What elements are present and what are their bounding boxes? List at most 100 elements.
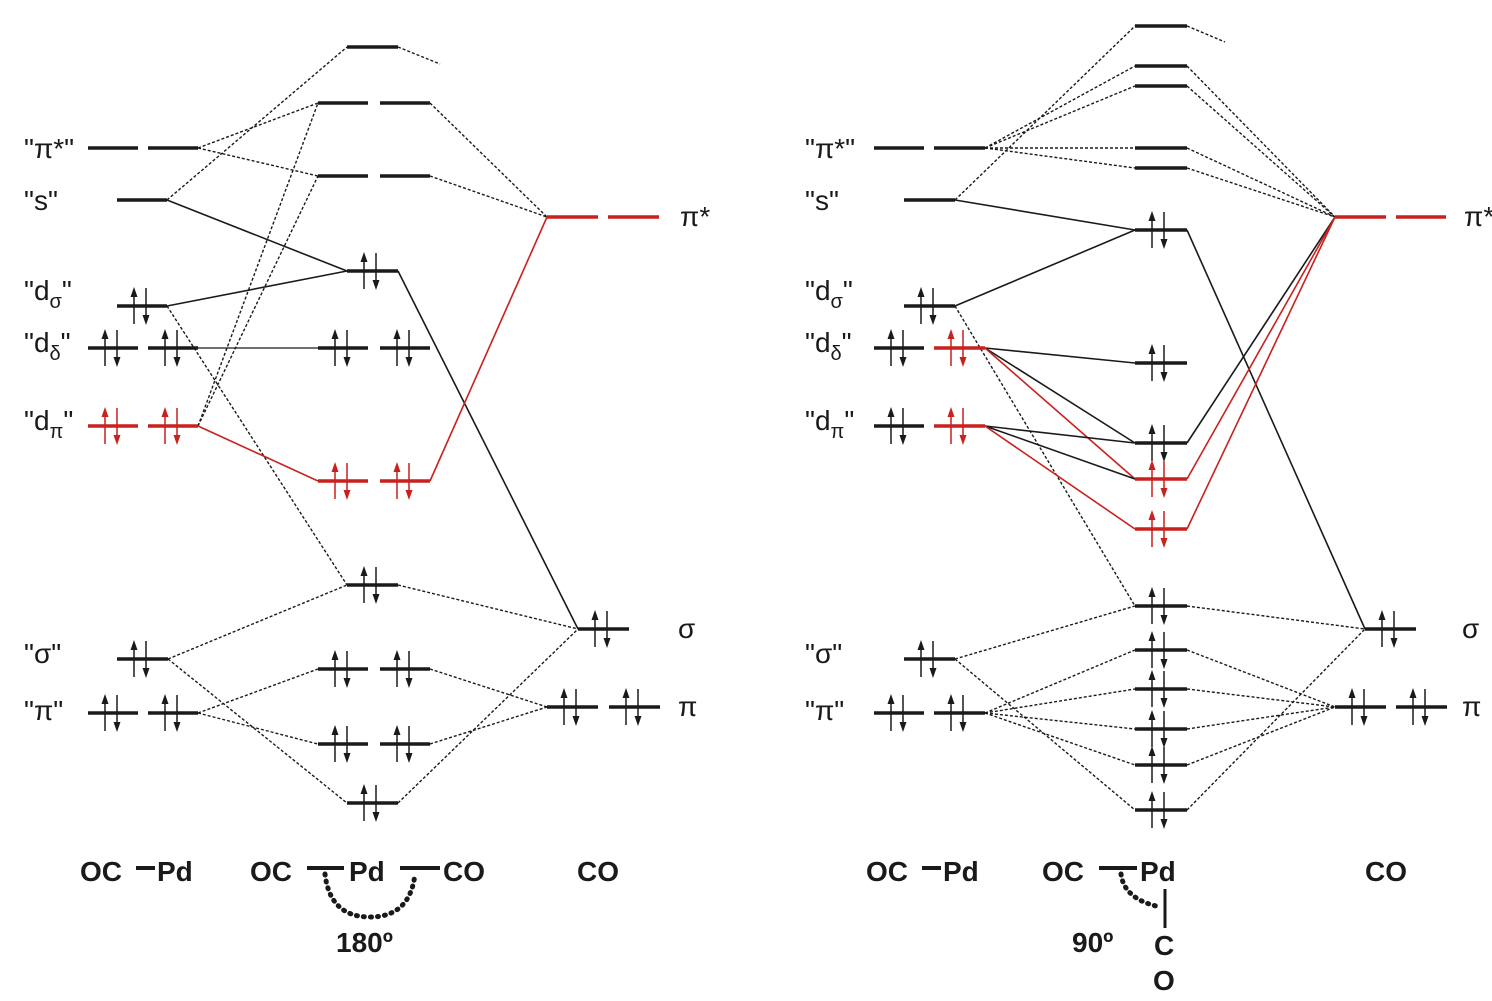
label-pi: "π" <box>805 695 844 726</box>
spin-down-arrowhead-icon <box>405 490 413 500</box>
dotted-correlation-line <box>197 712 319 745</box>
spin-down-arrowhead-icon <box>1160 372 1168 382</box>
orbital-level <box>318 462 368 500</box>
orbital-level <box>88 694 138 732</box>
complex-bottom-o: O <box>1153 965 1175 996</box>
spin-up-arrowhead-icon <box>331 650 339 660</box>
pi-backbonding-line <box>984 347 1136 480</box>
spin-up-arrowhead-icon <box>1148 424 1156 434</box>
correlation-line <box>984 347 1136 444</box>
dotted-correlation-line <box>166 46 348 201</box>
spin-down-arrowhead-icon <box>343 753 351 763</box>
spin-up-arrowhead-icon <box>101 694 109 704</box>
correlation-line <box>397 270 579 630</box>
spin-down-arrowhead-icon <box>1160 452 1168 462</box>
energy-levels <box>88 24 1447 829</box>
spin-down-arrowhead-icon <box>1160 488 1168 498</box>
orbital-level <box>1365 610 1416 648</box>
label-d-pi: "dπ" <box>24 405 73 443</box>
dotted-correlation-line <box>954 305 1136 607</box>
correlation-line <box>1186 216 1336 444</box>
spin-up-arrowhead-icon <box>130 287 138 297</box>
orbital-level <box>578 610 629 648</box>
label-sigma: "σ" <box>24 638 61 669</box>
orbital-level <box>318 725 368 763</box>
spin-down-arrowhead-icon <box>959 435 967 445</box>
right-fragment-labels: "π*" "s" "dσ" "dδ" "dπ" "σ" "π" π* σ π <box>805 133 1492 726</box>
orbital-level <box>904 287 955 325</box>
label-d-pi: "dπ" <box>805 405 854 443</box>
spin-up-arrowhead-icon <box>393 725 401 735</box>
dotted-correlation-line <box>984 147 1136 169</box>
spin-up-arrowhead-icon <box>360 252 368 262</box>
orbital-level <box>1135 344 1187 382</box>
complex-oc-left: OC <box>1042 856 1084 887</box>
ligand-co: CO <box>577 856 619 887</box>
spin-up-arrowhead-icon <box>917 640 925 650</box>
pi-backbonding-line <box>197 425 319 482</box>
dotted-correlation-line <box>984 649 1136 714</box>
spin-up-arrowhead-icon <box>1409 688 1417 698</box>
label-pi-star: "π*" <box>805 133 855 164</box>
spin-down-arrowhead-icon <box>929 315 937 325</box>
dotted-correlation-line <box>197 668 319 714</box>
dotted-correlation-line <box>429 668 548 708</box>
spin-up-arrowhead-icon <box>1148 746 1156 756</box>
spin-down-arrowhead-icon <box>1160 659 1168 669</box>
spin-down-arrowhead-icon <box>372 594 380 604</box>
spin-up-arrowhead-icon <box>161 329 169 339</box>
label-pi: "π" <box>24 695 63 726</box>
orbital-level <box>380 650 430 688</box>
orbital-level <box>318 329 368 367</box>
spin-down-arrowhead-icon <box>959 357 967 367</box>
co-label-sigma: σ <box>678 613 695 644</box>
orbital-level <box>347 252 398 290</box>
label-s: "s" <box>805 185 839 216</box>
spin-down-arrowhead-icon <box>405 357 413 367</box>
spin-up-arrowhead-icon <box>360 784 368 794</box>
label-d-delta: "dδ" <box>805 327 852 365</box>
angle-label: 90º <box>1072 927 1113 958</box>
left-fragment-labels: "π*" "s" "dσ" "dδ" "dπ" "σ" "π" π* σ π <box>24 133 710 726</box>
complex-oc-left: OC <box>250 856 292 887</box>
spin-down-arrowhead-icon <box>372 280 380 290</box>
spin-down-arrowhead-icon <box>113 722 121 732</box>
dotted-correlation-line <box>1186 706 1336 766</box>
correlation-line <box>984 347 1136 364</box>
orbital-level <box>1135 211 1187 249</box>
orbital-level <box>380 329 430 367</box>
spin-down-arrowhead-icon <box>899 357 907 367</box>
correlation-line <box>1186 229 1366 630</box>
spin-up-arrowhead-icon <box>101 329 109 339</box>
orbital-level <box>934 329 985 367</box>
orbital-level <box>347 784 398 822</box>
spin-up-arrowhead-icon <box>161 407 169 417</box>
dotted-correlation-line <box>1186 605 1366 630</box>
dotted-correlation-line <box>1186 688 1336 708</box>
orbital-level <box>1135 587 1187 625</box>
spin-up-arrowhead-icon <box>622 688 630 698</box>
spin-up-arrowhead-icon <box>331 329 339 339</box>
spin-up-arrowhead-icon <box>947 694 955 704</box>
orbital-level <box>1135 510 1187 548</box>
orbital-level <box>380 725 430 763</box>
spin-up-arrowhead-icon <box>917 287 925 297</box>
orbital-level <box>148 407 198 445</box>
dotted-correlation-line <box>954 658 1136 811</box>
spin-up-arrowhead-icon <box>161 694 169 704</box>
dotted-correlation-line <box>429 706 548 745</box>
spin-down-arrowhead-icon <box>405 678 413 688</box>
spin-down-arrowhead-icon <box>929 668 937 678</box>
correlation-line <box>984 425 1136 480</box>
pi-backbonding-line <box>429 216 548 482</box>
spin-down-arrowhead-icon <box>343 490 351 500</box>
spin-up-arrowhead-icon <box>887 329 895 339</box>
correlation-line <box>954 229 1136 307</box>
spin-down-arrowhead-icon <box>343 678 351 688</box>
correlation-line <box>954 199 1136 231</box>
orbital-level <box>1135 710 1187 748</box>
spin-up-arrowhead-icon <box>393 650 401 660</box>
spin-down-arrowhead-icon <box>343 357 351 367</box>
orbital-level <box>117 640 168 678</box>
dotted-correlation-line <box>429 175 548 218</box>
